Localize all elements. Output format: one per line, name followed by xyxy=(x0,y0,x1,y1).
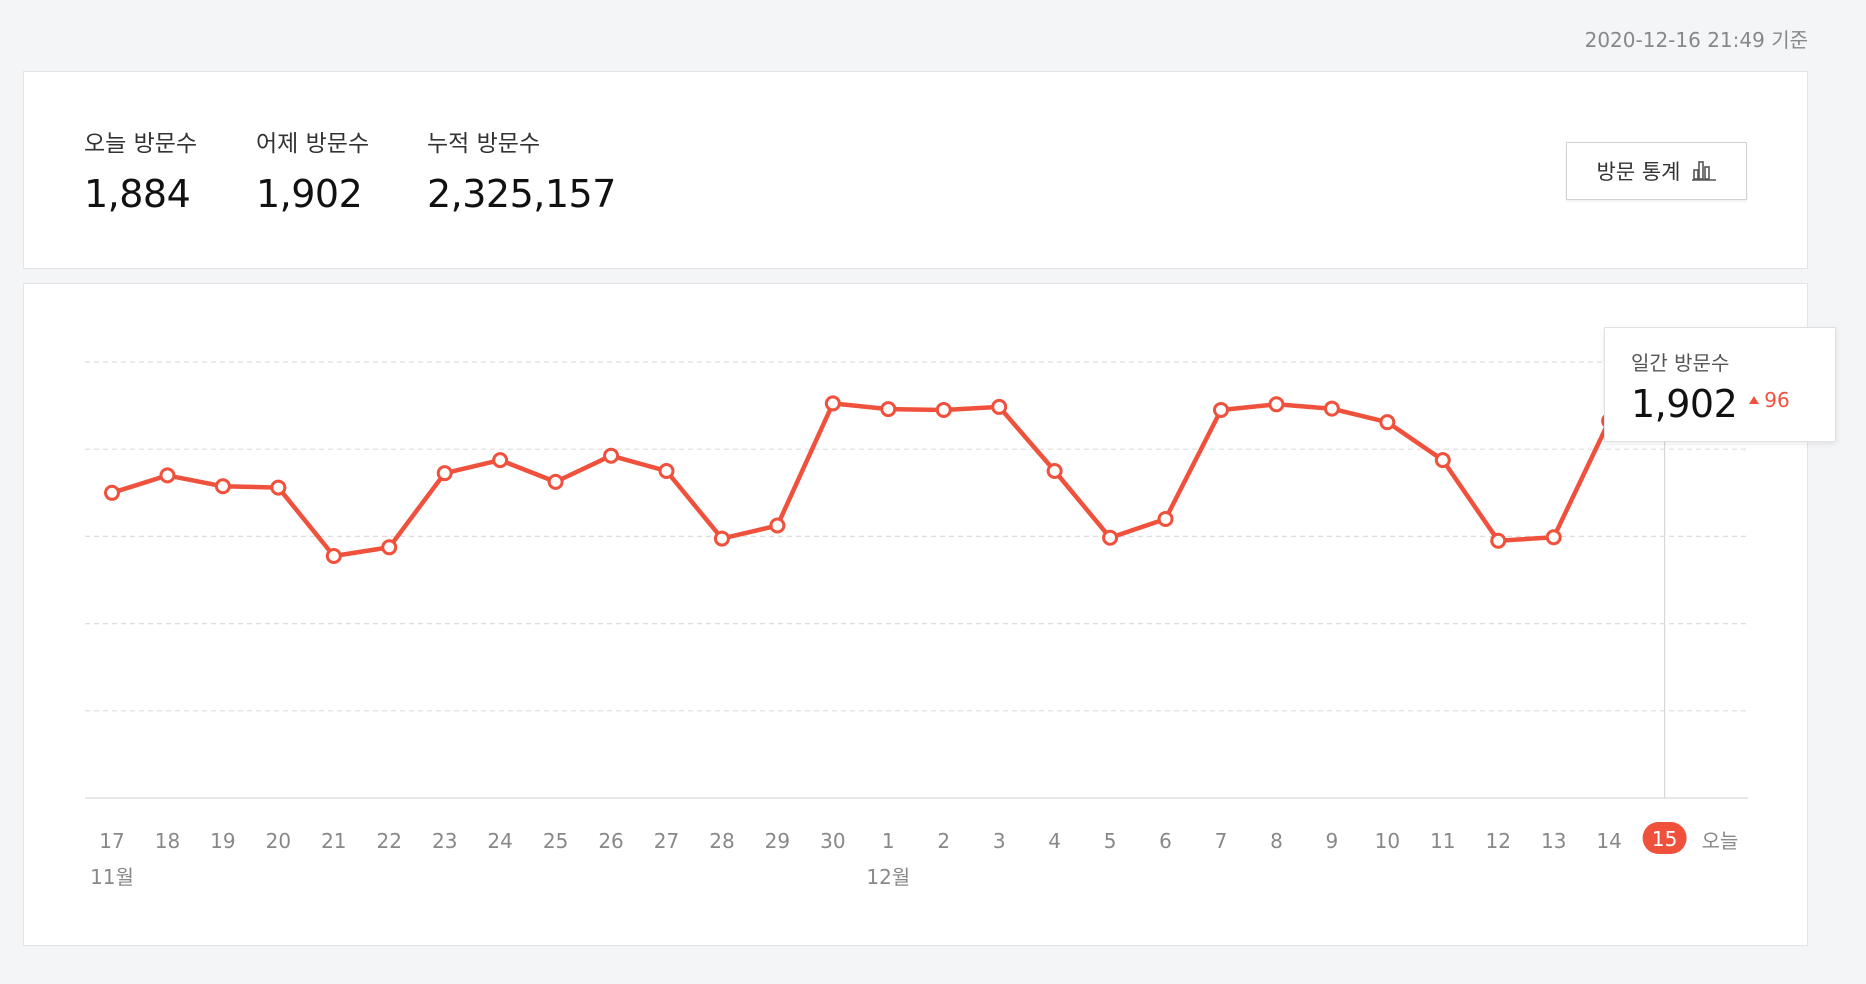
stat-total: 누적 방문수 2,325,157 xyxy=(427,124,616,216)
x-tick-label: 6 xyxy=(1159,829,1172,853)
data-point xyxy=(1490,532,1507,549)
data-point xyxy=(104,484,120,501)
data-point xyxy=(991,398,1008,415)
timestamp: 2020-12-16 21:49 기준 xyxy=(1584,28,1808,52)
x-tick-label: 9 xyxy=(1326,829,1339,853)
stat-yesterday-label: 어제 방문수 xyxy=(256,131,370,157)
tooltip-delta: 96 xyxy=(1749,388,1790,412)
x-tick-label: 8 xyxy=(1270,829,1283,853)
data-point xyxy=(547,473,564,490)
x-tick-label: 19 xyxy=(210,829,235,853)
tooltip-delta-value: 96 xyxy=(1764,388,1790,412)
x-tick-label: 24 xyxy=(487,829,512,853)
data-point xyxy=(270,479,287,496)
x-tick-label: 28 xyxy=(709,829,734,853)
data-point xyxy=(1157,510,1174,527)
x-tick-label: 15 xyxy=(1652,827,1677,851)
tooltip-label: 일간 방문수 xyxy=(1631,351,1730,375)
data-point xyxy=(492,452,509,469)
x-tick-label: 17 xyxy=(99,829,124,853)
stat-today-label: 오늘 방문수 xyxy=(84,131,198,157)
x-tick-label: 12 xyxy=(1486,829,1511,853)
data-point xyxy=(1434,452,1451,469)
tooltip-value: 1,902 xyxy=(1631,382,1738,426)
data-point xyxy=(1379,414,1396,431)
stat-today-value: 1,884 xyxy=(84,172,191,216)
x-tick-label: 18 xyxy=(155,829,180,853)
x-tick-label: 25 xyxy=(543,829,568,853)
x-tick-label: 20 xyxy=(266,829,291,853)
x-tick-label: 3 xyxy=(993,829,1006,853)
visit-stats-button-label: 방문 통계 xyxy=(1596,160,1681,184)
data-point xyxy=(1268,396,1285,413)
data-point xyxy=(713,530,730,547)
bar-chart-icon xyxy=(1692,160,1717,182)
data-point xyxy=(381,539,398,556)
x-tick-label: 30 xyxy=(820,829,845,853)
data-point xyxy=(436,465,453,482)
x-tick-label: 14 xyxy=(1596,829,1621,853)
data-point xyxy=(325,548,342,565)
month-label: 12월 xyxy=(866,865,910,889)
data-point xyxy=(214,478,231,495)
data-point xyxy=(824,395,841,412)
x-tick-label: 4 xyxy=(1048,829,1061,853)
x-tick-label: 7 xyxy=(1215,829,1228,853)
x-tick-label: 13 xyxy=(1541,829,1566,853)
x-tick-label: 21 xyxy=(321,829,346,853)
chart-card xyxy=(23,283,1808,946)
data-point xyxy=(935,401,952,418)
x-tick-label: 29 xyxy=(765,829,790,853)
x-tick-label: 오늘 xyxy=(1702,829,1739,853)
x-tick-label: 27 xyxy=(654,829,679,853)
series-line xyxy=(111,401,1721,559)
month-label: 11월 xyxy=(90,865,134,889)
data-point xyxy=(1323,400,1340,417)
x-tick-label: 26 xyxy=(598,829,623,853)
x-tick-label: 11 xyxy=(1430,829,1455,853)
chart-tooltip: 일간 방문수 1,902 96 xyxy=(1604,327,1836,442)
data-point xyxy=(1102,529,1119,546)
x-tick-label: 2 xyxy=(937,829,950,853)
x-tick-label: 1 xyxy=(882,829,895,853)
data-point xyxy=(1213,401,1229,418)
stat-today: 오늘 방문수 1,884 xyxy=(84,124,197,216)
highlight-tick-badge xyxy=(1642,822,1687,854)
x-tick-label: 10 xyxy=(1375,829,1400,853)
data-point xyxy=(603,447,620,464)
data-point xyxy=(769,517,786,534)
stat-total-value: 2,325,157 xyxy=(427,172,616,216)
x-tick-label: 22 xyxy=(377,829,402,853)
data-point xyxy=(159,467,176,484)
stat-yesterday-value: 1,902 xyxy=(256,172,363,216)
visit-stats-button[interactable]: 방문 통계 xyxy=(1566,142,1747,200)
up-arrow-icon xyxy=(1749,396,1760,404)
data-point xyxy=(880,401,897,418)
data-point xyxy=(1046,463,1063,479)
summary-card: 오늘 방문수 1,884 어제 방문수 1,902 누적 방문수 2,325,1… xyxy=(23,71,1808,269)
x-tick-label: 5 xyxy=(1104,829,1117,853)
stat-yesterday: 어제 방문수 1,902 xyxy=(256,124,369,216)
data-point xyxy=(1545,529,1562,546)
stat-total-label: 누적 방문수 xyxy=(427,131,541,157)
x-tick-label: 23 xyxy=(432,829,457,853)
data-point xyxy=(658,463,675,479)
